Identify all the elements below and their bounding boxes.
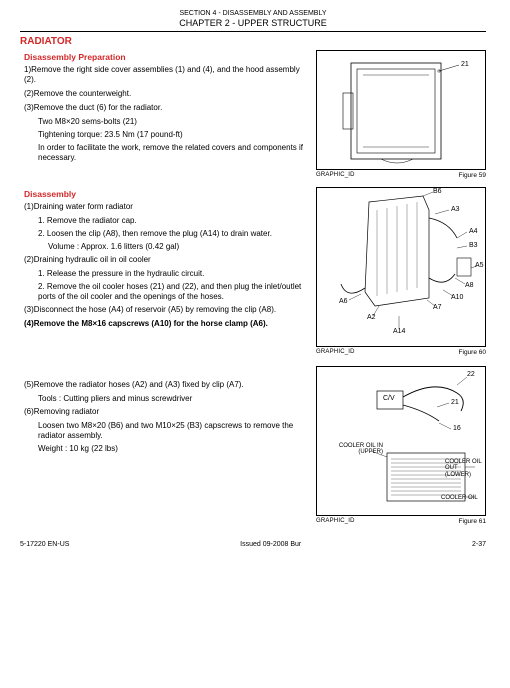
figure-60: B6 A3 A4 B3 A5 A8 A10 A7 A2 A6 A14 (316, 187, 486, 347)
dis-step-2b: 2. Remove the oil cooler hoses (21) and … (38, 282, 310, 302)
fig60-label-b3: B3 (469, 242, 478, 249)
dis-step-6a: Loosen two M8×20 (B6) and two M10×25 (B3… (38, 421, 310, 441)
block-disassembly-main: Disassembly (1)Draining water form radia… (20, 187, 486, 356)
dis-step-5-tools: Tools : Cutting pliers and minus screwdr… (38, 394, 310, 404)
dis-step-6b: Weight : 10 kg (22 lbs) (38, 444, 310, 454)
fig61-label-cv: C/V (383, 395, 395, 402)
fig60-label-a10: A10 (451, 294, 463, 301)
fig59-label-21: 21 (461, 61, 469, 68)
prep-step-3: (3)Remove the duct (6) for the radiator. (24, 103, 310, 113)
fig59-caption: Figure 59 (459, 172, 486, 179)
dis-step-3: (3)Disconnect the hose (A4) of reservoir… (24, 305, 310, 315)
fig60-label-a4: A4 (469, 228, 478, 235)
dis-step-1b: 2. Loosen the clip (A8), then remove the… (38, 229, 310, 239)
fig61-graphic-id: GRAPHIC_ID (316, 518, 355, 525)
dis-step-6: (6)Removing radiator (24, 407, 310, 417)
prep-torque: Tightening torque: 23.5 Nm (17 pound-ft) (38, 130, 310, 140)
fig60-label-a5: A5 (475, 262, 484, 269)
dis-step-5: (5)Remove the radiator hoses (A2) and (A… (24, 380, 310, 390)
dis-step-1a: 1. Remove the radiator cap. (38, 216, 310, 226)
figure-59: 21 (316, 50, 486, 170)
fig60-label-a3: A3 (451, 206, 460, 213)
fig60-label-a7: A7 (433, 304, 442, 311)
dis-step-1b-vol: Volume : Approx. 1.6 litters (0.42 gal) (48, 242, 310, 252)
page-title: RADIATOR (20, 36, 486, 47)
subhead-prep: Disassembly Preparation (24, 52, 310, 62)
chapter-header: CHAPTER 2 - UPPER STRUCTURE (20, 18, 486, 28)
prep-note: In order to facilitate the work, remove … (38, 143, 310, 163)
fig60-label-a8: A8 (465, 282, 474, 289)
fig60-graphic-id: GRAPHIC_ID (316, 349, 355, 356)
footer-left: 5-17220 EN-US (20, 541, 69, 548)
block-prep: Disassembly Preparation 1)Remove the rig… (20, 50, 486, 179)
fig61-label-cooler-out: COOLER OIL OUT (LOWER) (445, 459, 482, 478)
block-removal: (5)Remove the radiator hoses (A2) and (A… (20, 366, 486, 525)
fig61-label-cooler-oil: COOLER OIL (441, 495, 478, 501)
figure-61: 22 C/V 21 16 COOLER OIL IN (UPPER) COOLE… (316, 366, 486, 516)
prep-bolts: Two M8×20 sems-bolts (21) (38, 117, 310, 127)
fig60-label-a6: A6 (339, 298, 348, 305)
fig60-caption: Figure 60 (459, 349, 486, 356)
dis-step-2a: 1. Release the pressure in the hydraulic… (38, 269, 310, 279)
footer: 5-17220 EN-US Issued 09-2008 Bur 2-37 (20, 541, 486, 548)
fig60-label-b6: B6 (433, 188, 442, 195)
fig61-label-21: 21 (451, 399, 459, 406)
section-header: SECTION 4 - DISASSEMBLY AND ASSEMBLY (20, 10, 486, 17)
dis-step-1: (1)Draining water form radiator (24, 202, 310, 212)
top-rule (20, 31, 486, 32)
fig60-label-a2: A2 (367, 314, 376, 321)
fig61-label-16: 16 (453, 425, 461, 432)
dis-step-4: (4)Remove the M8×16 capscrews (A10) for … (24, 319, 310, 329)
prep-step-1: 1)Remove the right side cover assemblies… (24, 65, 310, 85)
dis-step-2: (2)Draining hydraulic oil in oil cooler (24, 255, 310, 265)
subhead-disassembly: Disassembly (24, 189, 310, 199)
footer-page: 2-37 (472, 541, 486, 548)
fig61-label-22: 22 (467, 371, 475, 378)
fig61-caption: Figure 61 (459, 518, 486, 525)
fig60-label-a14: A14 (393, 328, 405, 335)
fig61-label-cooler-in: COOLER OIL IN (UPPER) (321, 443, 383, 455)
footer-center: Issued 09-2008 Bur (240, 541, 301, 548)
fig59-graphic-id: GRAPHIC_ID (316, 172, 355, 179)
prep-step-2: (2)Remove the counterweight. (24, 89, 310, 99)
